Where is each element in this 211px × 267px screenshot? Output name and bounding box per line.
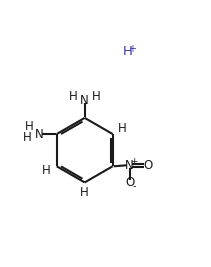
Text: N: N	[80, 94, 89, 107]
Text: +: +	[130, 156, 138, 166]
Text: H: H	[42, 164, 51, 177]
Text: O: O	[125, 176, 134, 190]
Text: -: -	[133, 181, 136, 191]
Text: H: H	[80, 186, 89, 199]
Text: H: H	[23, 131, 31, 144]
Text: +: +	[128, 44, 136, 54]
Text: H: H	[69, 90, 78, 103]
Text: N: N	[125, 159, 134, 172]
Text: H: H	[123, 45, 133, 58]
Text: H: H	[25, 120, 34, 133]
Text: O: O	[144, 159, 153, 172]
Text: H: H	[92, 90, 100, 103]
Text: N: N	[35, 128, 44, 140]
Text: H: H	[118, 122, 127, 135]
